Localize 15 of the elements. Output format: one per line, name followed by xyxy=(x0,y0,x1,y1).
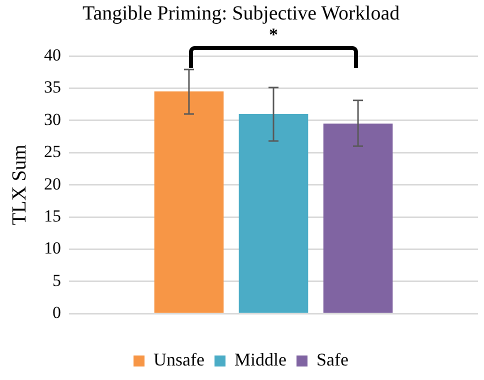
y-tick-label: 10 xyxy=(44,238,61,258)
legend-label: Middle xyxy=(234,350,287,370)
y-tick-label: 40 xyxy=(44,45,61,64)
y-tick-label: 20 xyxy=(44,174,61,194)
legend-label: Unsafe xyxy=(154,350,205,370)
y-tick-label: 30 xyxy=(44,110,61,129)
y-tick-label: 15 xyxy=(44,206,61,226)
y-axis-title: TLX Sum xyxy=(8,144,30,226)
y-tick-label: 0 xyxy=(52,303,61,322)
text: * xyxy=(269,24,278,45)
chart-title: Tangible Priming: Subjective Workload xyxy=(82,2,400,24)
y-tick-label: 35 xyxy=(44,78,61,97)
y-tick-label: 5 xyxy=(52,270,61,290)
legend-label: Safe xyxy=(316,350,348,370)
y-tick-label: 25 xyxy=(44,142,61,162)
